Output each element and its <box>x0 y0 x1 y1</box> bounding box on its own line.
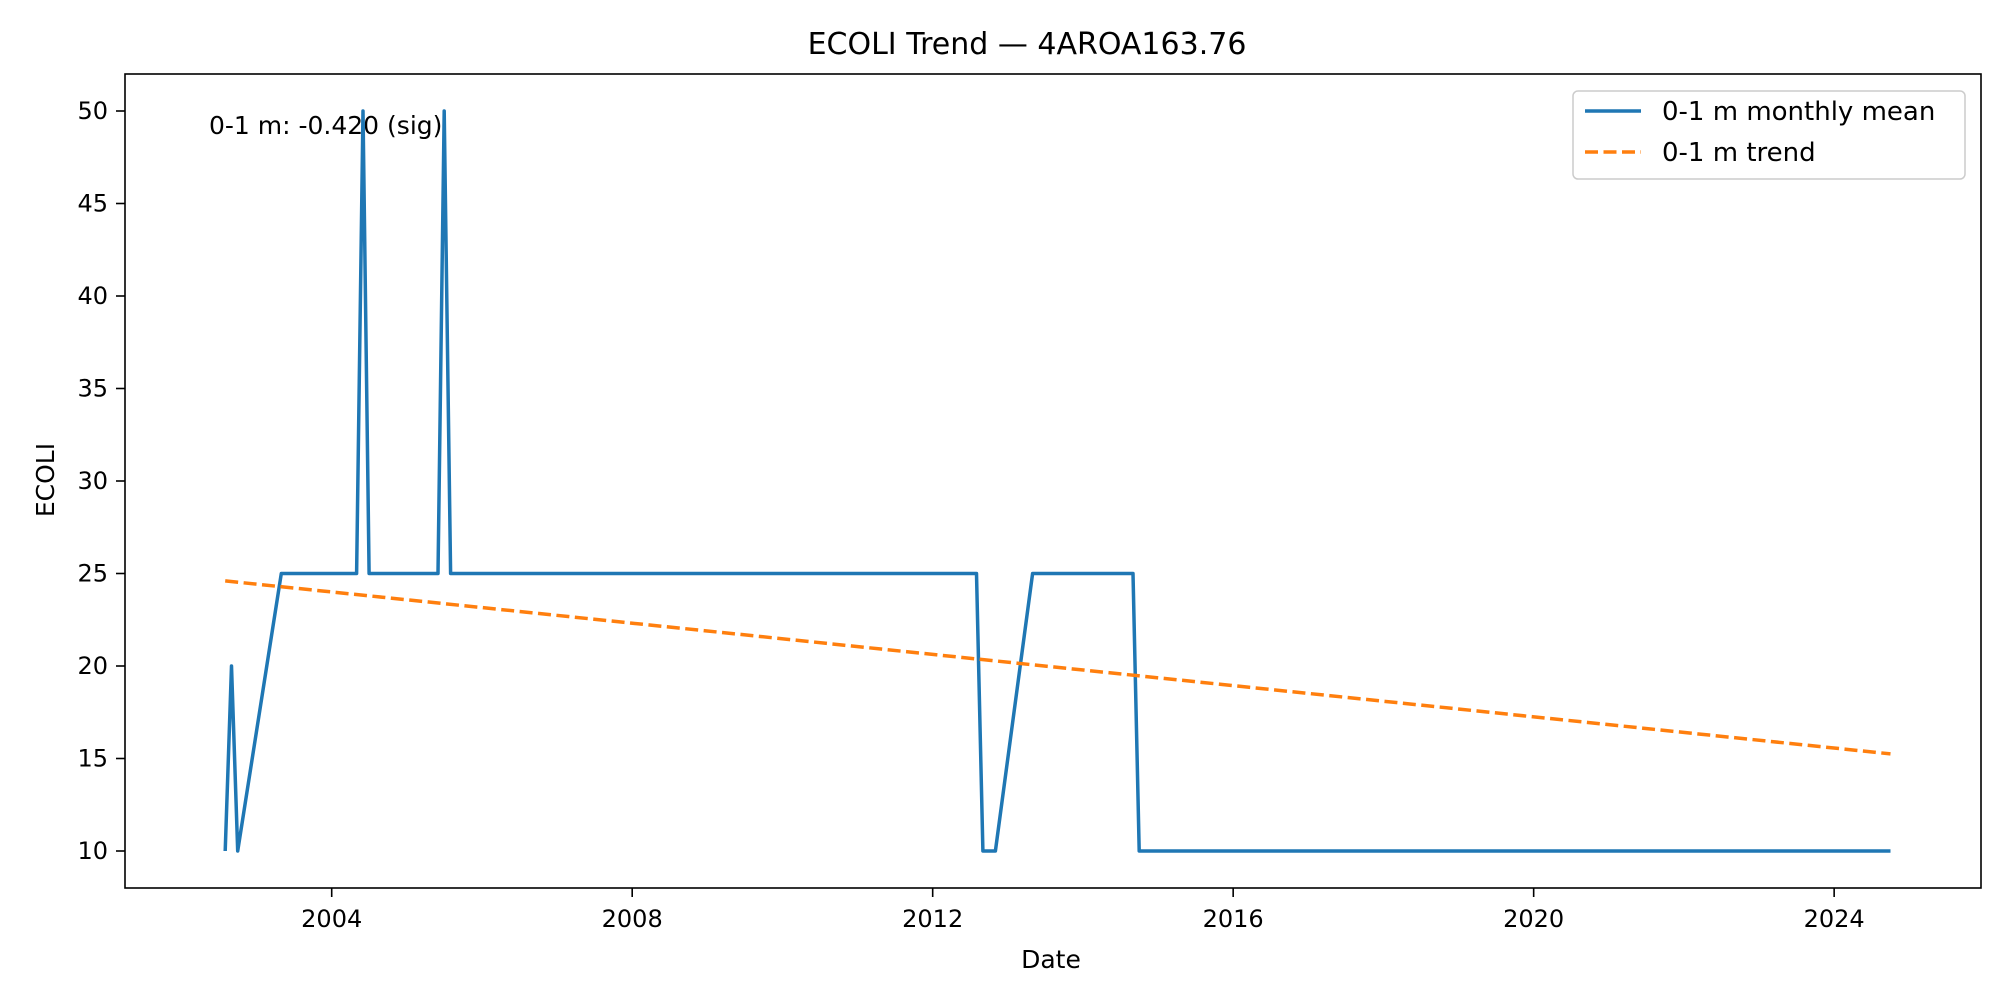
x-tick-label: 2024 <box>1804 905 1865 933</box>
y-tick-label: 30 <box>77 467 108 495</box>
y-tick-label: 20 <box>77 652 108 680</box>
x-tick-label: 2008 <box>602 905 663 933</box>
series-line-1 <box>225 579 1891 756</box>
legend-box <box>1572 90 1966 180</box>
x-tick-label: 2004 <box>301 905 362 933</box>
y-axis-label: ECOLI <box>31 443 60 517</box>
x-axis-label: Date <box>1021 945 1081 974</box>
ticks-layer: 2004 2008 2012 2016 2020 2024 10 15 20 25 30 35 40 45… <box>77 97 1864 933</box>
y-tick-label: 40 <box>77 282 108 310</box>
plot-area-frame <box>124 73 1982 889</box>
series-layer <box>223 109 1891 853</box>
legend: 0-1 m monthly mean 0-1 m trend <box>1572 90 1966 180</box>
legend-label-trend: 0-1 m trend <box>1662 138 1816 168</box>
legend-label-monthly-mean: 0-1 m monthly mean <box>1662 97 1935 127</box>
x-tick-label: 2012 <box>902 905 963 933</box>
y-tick-label: 15 <box>77 745 108 773</box>
chart-title: ECOLI Trend — 4AROA163.76 <box>808 27 1247 62</box>
y-tick-label: 25 <box>77 560 108 588</box>
y-tick-label: 35 <box>77 375 108 403</box>
y-tick-label: 50 <box>77 97 108 125</box>
x-tick-label: 2020 <box>1503 905 1564 933</box>
series-line-0 <box>223 109 1891 853</box>
y-tick-label: 45 <box>77 190 108 218</box>
x-tick-label: 2016 <box>1203 905 1264 933</box>
y-tick-label: 10 <box>77 837 108 865</box>
trend-annotation: 0-1 m: -0.420 (sig) <box>209 111 442 140</box>
